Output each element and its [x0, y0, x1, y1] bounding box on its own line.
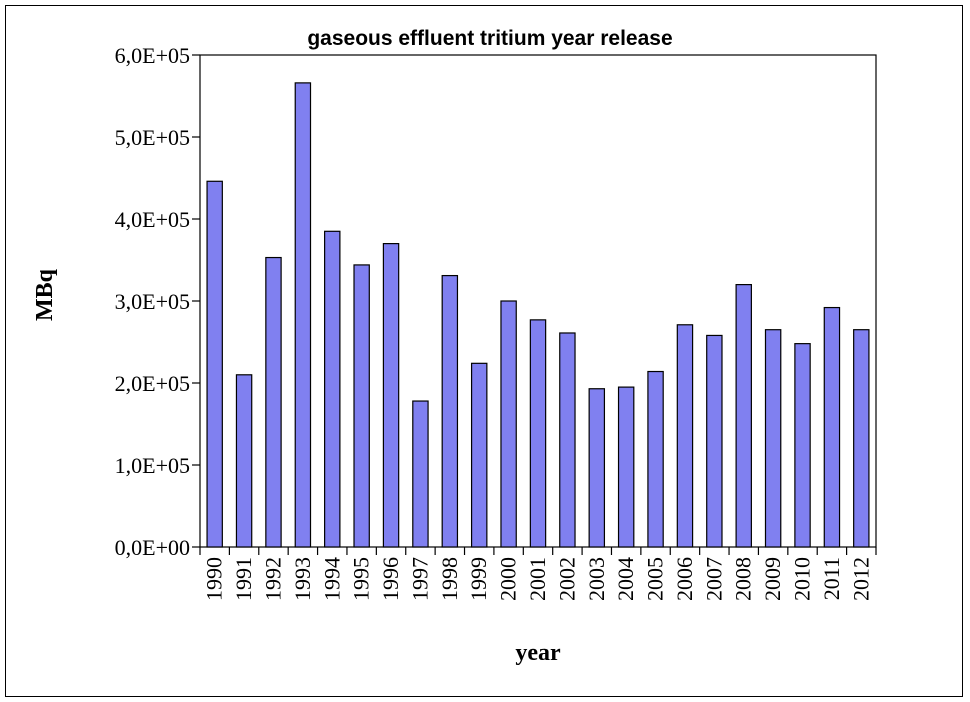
bar-1999 [470, 362, 488, 548]
x-tick-label: 2001 [525, 557, 550, 601]
y-tick-label: 6,0E+05 [115, 43, 190, 68]
y-axis-label: MBq [32, 268, 58, 321]
x-tick-label: 2000 [496, 557, 521, 601]
x-tick-label: 1995 [349, 557, 374, 601]
x-tick-label: 1992 [260, 557, 285, 601]
y-tick-label: 1,0E+05 [115, 453, 190, 478]
y-tick-label: 0,0E+00 [115, 535, 190, 560]
x-tick-label: 2005 [643, 557, 668, 601]
y-tick-label: 2,0E+05 [115, 371, 190, 396]
bar-2010 [794, 343, 811, 548]
x-tick-label: 2006 [672, 557, 697, 601]
x-tick-label: 1997 [407, 557, 432, 601]
x-tick-label: 2011 [819, 557, 844, 600]
x-tick-label: 1991 [231, 557, 256, 601]
bar-2009 [764, 329, 782, 548]
bar-2008 [735, 284, 752, 548]
bar-2001 [529, 319, 547, 548]
x-tick-label: 2010 [790, 557, 815, 601]
bar-2000 [500, 300, 517, 548]
bar-1995 [353, 264, 370, 548]
x-tick-label: 1994 [319, 557, 344, 601]
x-tick-label: 1996 [378, 557, 403, 601]
y-tick-label: 5,0E+05 [115, 125, 190, 150]
bar-2002 [559, 332, 576, 548]
x-axis-label: year [515, 640, 561, 666]
bar-2005 [647, 370, 664, 548]
x-tick-label: 1990 [202, 557, 227, 601]
bar-2004 [617, 386, 635, 548]
bar-2003 [588, 388, 606, 548]
bar-1991 [235, 374, 253, 548]
chart-title: gaseous effluent tritium year release [307, 27, 672, 50]
x-tick-label: 2008 [731, 557, 756, 601]
x-tick-label: 1999 [466, 557, 491, 601]
bar-1998 [441, 274, 459, 548]
bar-2006 [676, 324, 694, 548]
bar-2007 [706, 334, 723, 548]
x-tick-label: 2007 [701, 557, 726, 601]
bar-2011 [823, 306, 841, 548]
bar-1994 [324, 230, 341, 548]
x-tick-label: 2012 [848, 557, 873, 601]
bar-1992 [265, 256, 282, 548]
x-tick-label: 2003 [584, 557, 609, 601]
y-tick-label: 4,0E+05 [115, 207, 190, 232]
bar-1996 [382, 243, 400, 548]
y-tick-label: 3,0E+05 [115, 289, 190, 314]
bar-2012 [853, 329, 870, 548]
x-tick-label: 2004 [613, 557, 638, 601]
bar-1993 [294, 82, 312, 548]
bar-1990 [206, 180, 223, 548]
x-tick-label: 2009 [760, 557, 785, 601]
bar-1997 [412, 400, 429, 548]
x-tick-label: 1993 [290, 557, 315, 601]
x-tick-label: 1998 [437, 557, 462, 601]
x-tick-label: 2002 [554, 557, 579, 601]
